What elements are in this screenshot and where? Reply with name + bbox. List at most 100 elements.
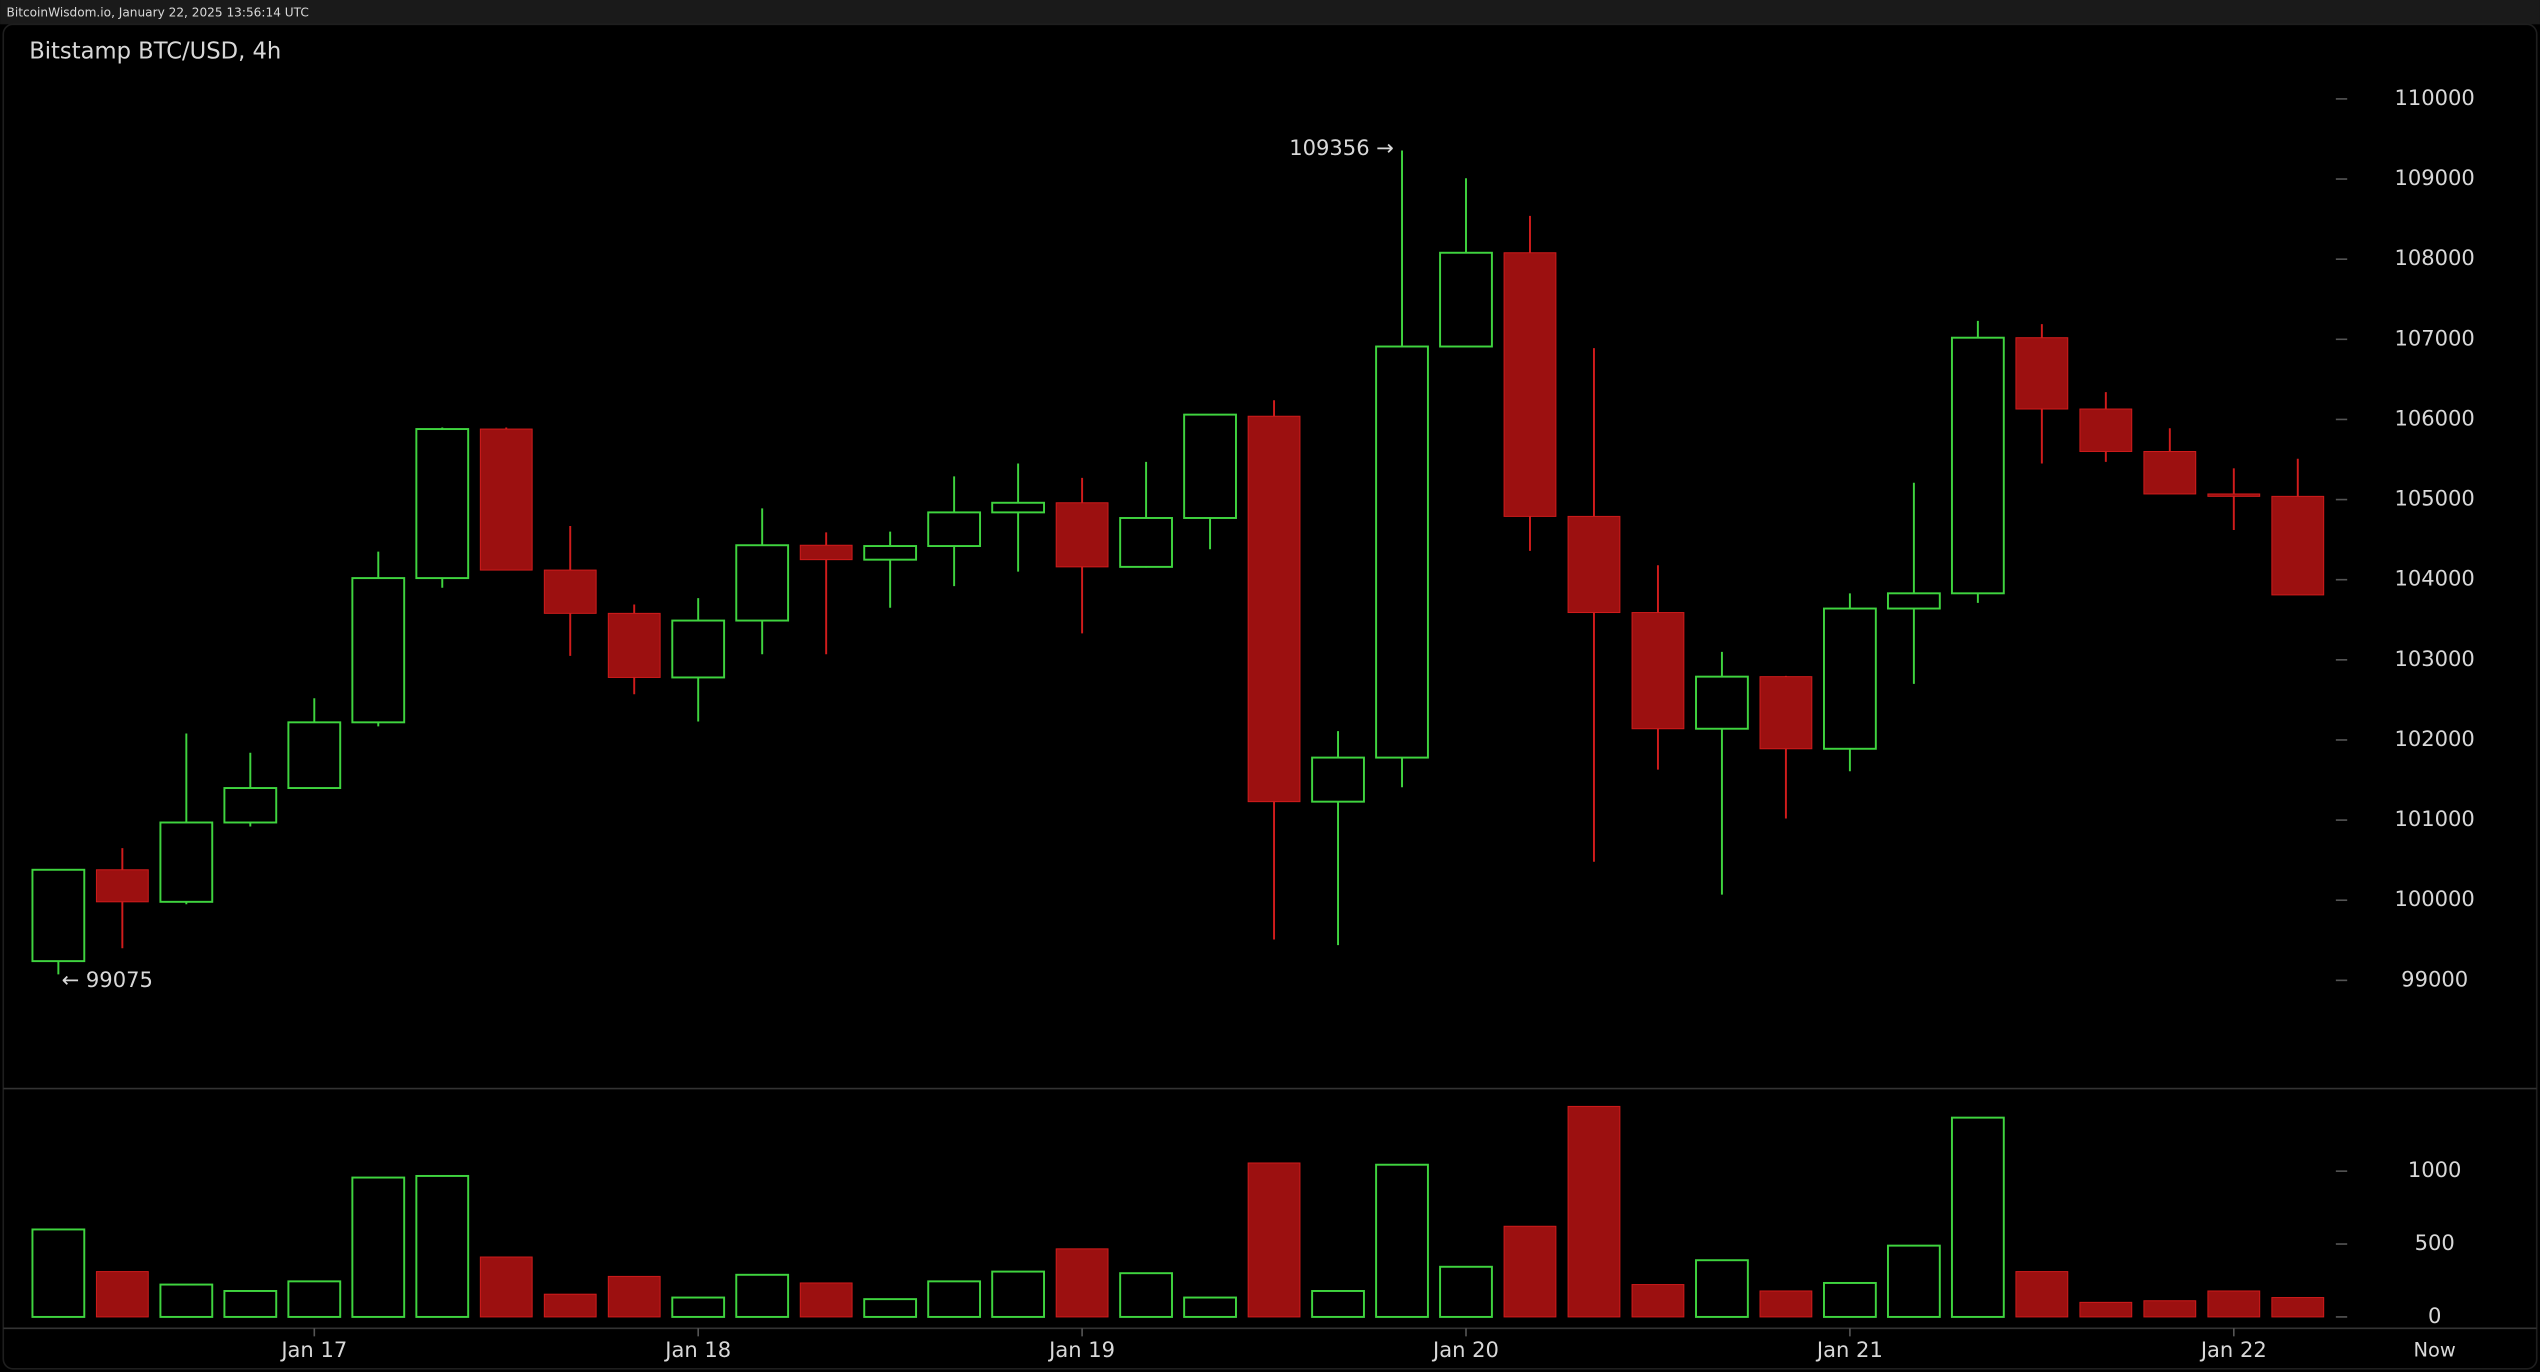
y-tick-label: 107000 (2394, 325, 2474, 350)
candle-body (1503, 252, 1557, 517)
volume-bar (1247, 1162, 1301, 1318)
volume-bar (1695, 1259, 1749, 1318)
candle-body (1311, 756, 1365, 803)
y-tick-label: 100000 (2394, 886, 2474, 911)
y-tick-label: 99000 (2401, 966, 2468, 991)
volume-bar (223, 1290, 278, 1318)
volume-bar (1375, 1163, 1429, 1318)
volume-bar (415, 1174, 470, 1318)
volume-bar (1439, 1265, 1493, 1318)
volume-bar (287, 1280, 342, 1318)
candle-body (671, 619, 726, 679)
candle-body (1759, 676, 1813, 750)
y-tick-label: 102000 (2394, 726, 2474, 751)
candle-body (543, 569, 597, 614)
candle-body (95, 869, 149, 903)
volume-bar (1567, 1105, 1621, 1318)
volume-bar (31, 1228, 86, 1318)
volume-bar (1631, 1284, 1685, 1318)
volume-bar (2015, 1271, 2069, 1318)
candle-body (223, 787, 278, 824)
candle-body (1567, 515, 1621, 614)
y-tick-label: 108000 (2394, 245, 2474, 270)
x-tick-label: Jan 22 (2199, 1337, 2267, 1362)
candle-body (1823, 607, 1877, 750)
volume-bar (799, 1282, 853, 1318)
volume-bar (351, 1176, 406, 1318)
volume-bar (543, 1293, 597, 1318)
volume-bar (607, 1275, 661, 1318)
max-annotation: 109356 → (1289, 135, 1394, 160)
x-tick-label: Jan 21 (1815, 1337, 1883, 1362)
candle-body (1631, 612, 1685, 730)
candle-body (927, 511, 982, 548)
volume-bar (1055, 1248, 1109, 1318)
y-tick-label: 106000 (2394, 405, 2474, 430)
candle-body (2079, 408, 2133, 452)
candle-body (351, 577, 406, 724)
candle-body (2143, 450, 2197, 495)
volume-bar (1759, 1290, 1813, 1318)
y-tick-label: 110000 (2394, 85, 2474, 110)
volume-bar (1183, 1296, 1237, 1318)
candle-body (1439, 251, 1493, 348)
header: BitcoinWisdom.io, January 22, 2025 13:56… (7, 5, 309, 19)
candle-body (287, 721, 342, 790)
volume-bar (1823, 1281, 1877, 1318)
x-tick-label: Jan 18 (663, 1337, 731, 1362)
volume-bar (735, 1273, 790, 1318)
y2-tick-label: 1000 (2408, 1157, 2462, 1182)
x-tick-label: Jan 17 (279, 1337, 347, 1362)
volume-bar (2079, 1301, 2133, 1318)
x-tick-label: Jan 20 (1431, 1337, 1499, 1362)
candle-body (735, 544, 790, 622)
x-tick-label: Jan 19 (1047, 1337, 1115, 1362)
candle-body (2207, 493, 2261, 497)
y-tick-label: 109000 (2394, 165, 2474, 190)
volume-bar (1503, 1225, 1557, 1318)
volume-bar (927, 1280, 982, 1318)
candle-body (1695, 675, 1749, 730)
y2-tick-label: 0 (2428, 1303, 2441, 1328)
candle-body (863, 545, 918, 561)
candle-body (2271, 495, 2325, 596)
y-tick-label: 104000 (2394, 566, 2474, 591)
candle-body (1950, 336, 2005, 595)
y2-tick-label: 500 (2415, 1230, 2455, 1255)
y-tick-label: 101000 (2394, 806, 2474, 831)
candle-body (1055, 502, 1109, 568)
volume-bar (2207, 1290, 2261, 1318)
candle-body (159, 821, 214, 903)
volume-bar (671, 1296, 726, 1318)
candle-body (1119, 517, 1173, 568)
min-annotation: ← 99075 (62, 967, 153, 992)
volume-bar (1119, 1272, 1173, 1318)
y-tick-label: 103000 (2394, 646, 2474, 671)
volume-bar (159, 1283, 214, 1318)
volume-bar (1950, 1116, 2005, 1318)
candle-body (1247, 415, 1301, 803)
y-tick-label: 105000 (2394, 486, 2474, 511)
volume-bar (95, 1271, 149, 1318)
volume-bar (2271, 1297, 2325, 1318)
candle-body (1183, 413, 1237, 519)
volume-bar (1886, 1244, 1941, 1318)
volume-bar (991, 1270, 1046, 1318)
volume-bar (479, 1256, 533, 1318)
candle-body (1886, 592, 1941, 610)
candle-body (2015, 337, 2069, 410)
candle-body (415, 428, 470, 580)
volume-bar (2143, 1300, 2197, 1318)
candle-body (607, 612, 661, 678)
top-bar (0, 0, 2540, 25)
volume-bar (1311, 1290, 1365, 1318)
volume-bar (863, 1298, 918, 1318)
candle-body (31, 868, 86, 963)
candle-body (479, 428, 533, 571)
x-end-label: Now (2414, 1338, 2456, 1361)
candle-body (799, 544, 853, 561)
candle-body (1375, 345, 1429, 759)
chart-title: Bitstamp BTC/USD, 4h (29, 38, 281, 64)
